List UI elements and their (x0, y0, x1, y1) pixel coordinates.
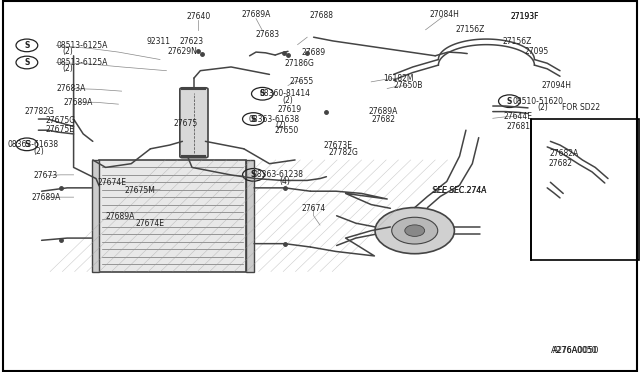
Text: (2): (2) (283, 96, 293, 105)
Text: (2): (2) (63, 47, 74, 56)
Text: 27675: 27675 (173, 119, 198, 128)
Text: (2): (2) (275, 121, 285, 130)
Text: 27675E: 27675E (45, 125, 75, 134)
Bar (99, 160, 246, 272)
Text: A276A0050: A276A0050 (552, 346, 597, 355)
Circle shape (375, 208, 454, 254)
Text: 27193F: 27193F (511, 12, 539, 21)
Text: 27689: 27689 (301, 48, 326, 57)
Text: 27689A: 27689A (31, 193, 61, 202)
Text: S: S (24, 140, 29, 149)
Text: 27650B: 27650B (394, 81, 423, 90)
Text: 08363-61638: 08363-61638 (8, 140, 59, 149)
Text: SEE SEC.274A: SEE SEC.274A (433, 186, 486, 195)
Text: 27644E: 27644E (504, 112, 533, 121)
Text: 08363-61638: 08363-61638 (248, 115, 300, 124)
Text: 27186G: 27186G (285, 60, 314, 68)
Text: 27156Z: 27156Z (456, 25, 485, 34)
Text: 08360-81414: 08360-81414 (259, 89, 310, 98)
Text: 27674E: 27674E (97, 178, 127, 187)
Text: 27650: 27650 (275, 126, 299, 135)
Text: 27094H: 27094H (542, 81, 572, 90)
Text: FOR SD22: FOR SD22 (562, 103, 600, 112)
Text: S: S (24, 41, 29, 50)
Text: 27682: 27682 (372, 115, 396, 124)
Bar (92, 160, 99, 272)
Text: 27683: 27683 (255, 30, 280, 39)
Text: 27689A: 27689A (106, 212, 135, 221)
Text: (2): (2) (33, 147, 44, 155)
FancyBboxPatch shape (180, 88, 208, 158)
Text: 08363-61238: 08363-61238 (253, 170, 304, 179)
Text: 27095: 27095 (524, 47, 548, 56)
Text: 27681: 27681 (506, 122, 531, 131)
Bar (246, 160, 254, 272)
Text: 27689A: 27689A (368, 107, 397, 116)
Text: (2): (2) (538, 103, 548, 112)
Text: 27675M: 27675M (124, 186, 155, 195)
Text: 27674E: 27674E (136, 219, 165, 228)
Text: 92311: 92311 (147, 37, 171, 46)
Text: 08510-51620: 08510-51620 (512, 97, 563, 106)
Text: 27673: 27673 (34, 171, 58, 180)
Text: (4): (4) (280, 177, 290, 186)
Text: 27688: 27688 (309, 11, 333, 20)
Bar (531, 119, 639, 260)
Text: 27640: 27640 (186, 12, 211, 21)
Text: S: S (24, 58, 29, 67)
Text: 27689A: 27689A (241, 10, 271, 19)
Text: S: S (251, 170, 256, 179)
Text: 27782G: 27782G (25, 107, 54, 116)
Text: 27655: 27655 (290, 77, 314, 86)
Text: 27623: 27623 (180, 37, 204, 46)
Text: 27193F: 27193F (511, 12, 539, 21)
Text: 27675G: 27675G (45, 116, 76, 125)
Text: 27683A: 27683A (57, 84, 86, 93)
Text: S: S (251, 115, 256, 124)
Text: 27689A: 27689A (63, 98, 93, 107)
Text: 27682A: 27682A (550, 149, 579, 158)
Text: (2): (2) (63, 64, 74, 73)
Circle shape (392, 217, 438, 244)
Text: 08513-6125A: 08513-6125A (56, 41, 108, 50)
Text: A276A0050: A276A0050 (550, 346, 599, 355)
Text: 27674: 27674 (301, 204, 326, 213)
Text: SEE SEC.274A: SEE SEC.274A (433, 186, 486, 195)
Text: 16182M: 16182M (383, 74, 413, 83)
Text: 27782G: 27782G (328, 148, 358, 157)
Text: 08513-6125A: 08513-6125A (56, 58, 108, 67)
Text: 27629N: 27629N (168, 47, 197, 56)
Text: 27619: 27619 (277, 105, 301, 114)
Text: 27682: 27682 (548, 159, 573, 168)
Text: S: S (260, 89, 265, 98)
Text: S: S (507, 97, 512, 106)
Circle shape (405, 225, 425, 237)
Text: 27084H: 27084H (430, 10, 460, 19)
Text: 27673E: 27673E (323, 141, 353, 150)
Text: 27156Z: 27156Z (502, 37, 532, 46)
